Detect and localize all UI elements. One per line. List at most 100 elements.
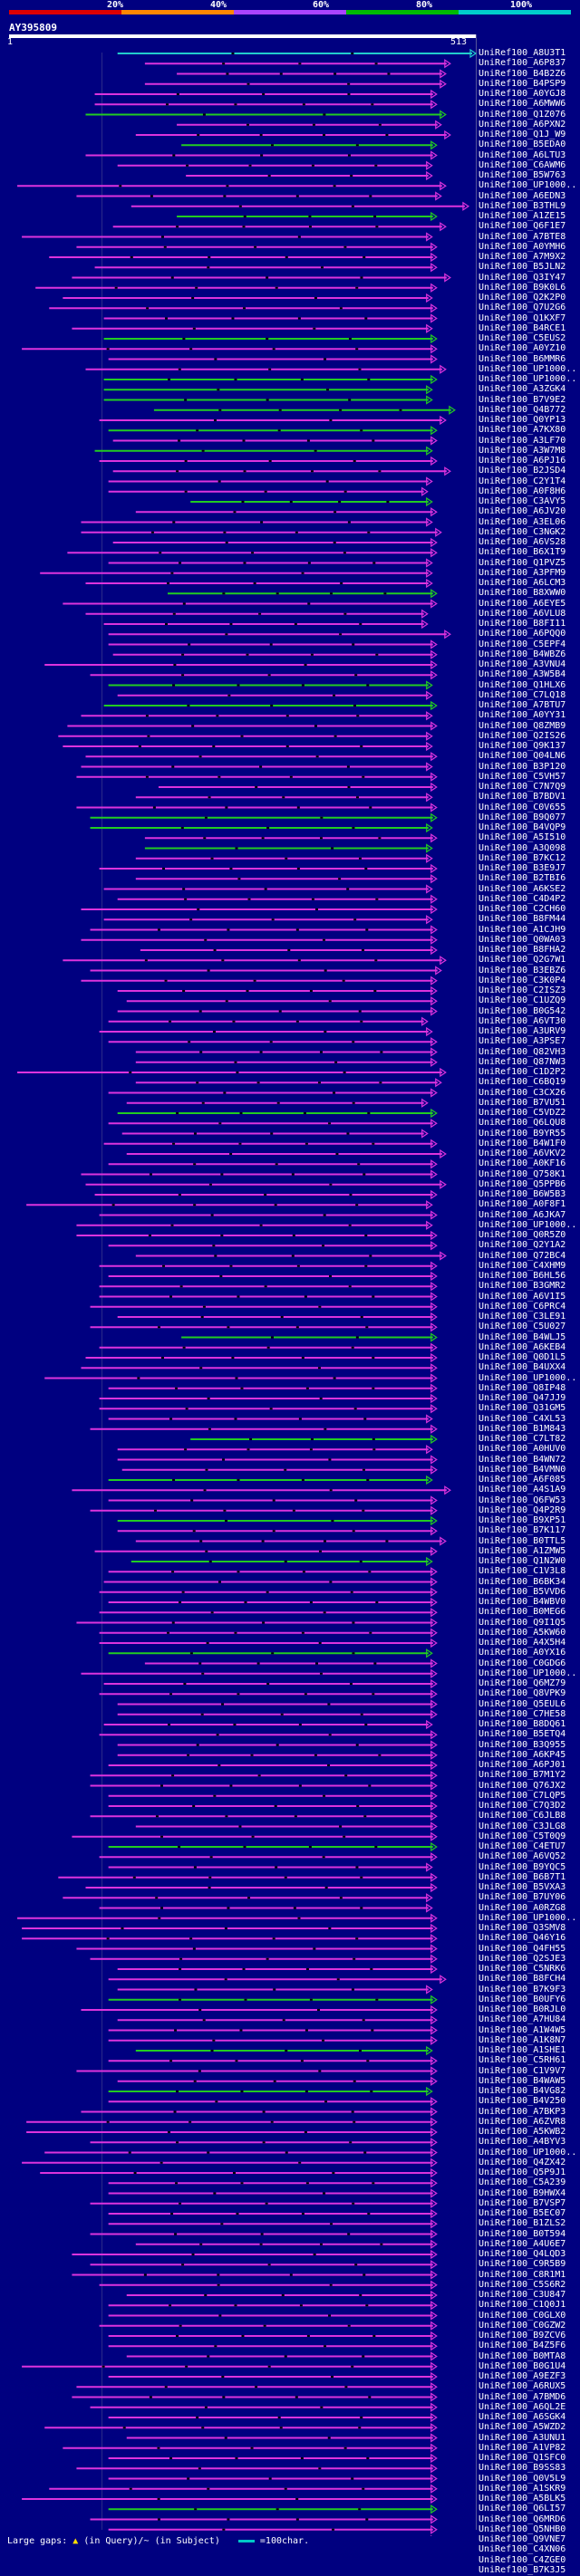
hit-label[interactable]: UniRef100_A6QL2E xyxy=(478,2401,566,2412)
hit-label[interactable]: UniRef100_B7K9F3 xyxy=(478,1984,566,1994)
hit-label[interactable]: UniRef100_B7VSP7 xyxy=(478,2197,566,2208)
hit-label[interactable]: UniRef100_B5W763 xyxy=(478,170,566,180)
hit-label[interactable]: UniRef100_B8FI11 xyxy=(478,619,566,629)
hit-label[interactable]: UniRef100_B7KC12 xyxy=(478,852,566,863)
hit-label[interactable]: UniRef100_Q4P2R9 xyxy=(478,1504,566,1515)
hit-label[interactable]: UniRef100_A6VKV2 xyxy=(478,1149,566,1158)
hit-label[interactable]: UniRef100_B9XP51 xyxy=(478,1515,566,1525)
hit-label[interactable]: UniRef100_A0YY31 xyxy=(478,710,566,721)
hit-label[interactable]: UniRef100_A6RUX5 xyxy=(478,2381,566,2392)
hit-label[interactable]: UniRef100_B6HL56 xyxy=(478,1271,566,1281)
hit-label[interactable]: UniRef100_C5NRK6 xyxy=(478,1964,566,1974)
hit-label[interactable]: UniRef100_A1ZE15 xyxy=(478,211,566,221)
hit-label[interactable]: UniRef100_B8FHA2 xyxy=(478,945,566,955)
hit-label[interactable]: UniRef100_C1UZQ9 xyxy=(478,995,566,1006)
hit-label[interactable]: UniRef100_A6VQ52 xyxy=(478,1851,566,1862)
hit-label[interactable]: UniRef100_UP1000.. xyxy=(478,363,577,374)
hit-label[interactable]: UniRef100_Q5EUL6 xyxy=(478,1698,566,1709)
hit-label[interactable]: UniRef100_B4VQP9 xyxy=(478,822,566,832)
hit-label[interactable]: UniRef100_Q8ZMB9 xyxy=(478,720,566,731)
hit-label[interactable]: UniRef100_B3Q955 xyxy=(478,1739,566,1750)
hit-label[interactable]: UniRef100_B1M843 xyxy=(478,1423,566,1434)
hit-label[interactable]: UniRef100_C4XL53 xyxy=(478,1413,566,1424)
hit-label[interactable]: UniRef100_C6JLB8 xyxy=(478,1811,566,1821)
hit-label[interactable]: UniRef100_A7BKP3 xyxy=(478,2106,566,2117)
hit-label[interactable]: UniRef100_A6EYE5 xyxy=(478,598,566,609)
hit-label[interactable]: UniRef100_UP1000.. xyxy=(478,2147,577,2158)
hit-label[interactable]: UniRef100_A6PJ01 xyxy=(478,1760,566,1770)
hit-label[interactable]: UniRef100_Q6MRD6 xyxy=(478,2514,566,2524)
hit-label[interactable]: UniRef100_A7M9X2 xyxy=(478,252,566,262)
hit-label[interactable]: UniRef100_B7V9E2 xyxy=(478,394,566,405)
hit-label[interactable]: UniRef100_B0MTA8 xyxy=(478,2350,566,2361)
hit-label[interactable]: UniRef100_Q5P9J1 xyxy=(478,2167,566,2177)
hit-label[interactable]: UniRef100_C5U027 xyxy=(478,1322,566,1332)
hit-label[interactable]: UniRef100_A5KWB2 xyxy=(478,2127,566,2137)
hit-label[interactable]: UniRef100_Q5PPB6 xyxy=(478,1178,566,1189)
hit-label[interactable]: UniRef100_B2TBI6 xyxy=(478,873,566,884)
hit-label[interactable]: UniRef100_C0GLX0 xyxy=(478,2310,566,2321)
hit-label[interactable]: UniRef100_C6PRC4 xyxy=(478,1301,566,1312)
hit-label[interactable]: UniRef100_B7M1Y2 xyxy=(478,1770,566,1781)
hit-label[interactable]: UniRef100_A6P837 xyxy=(478,58,566,69)
hit-label[interactable]: UniRef100_A0F8F1 xyxy=(478,1199,566,1210)
hit-label[interactable]: UniRef100_UP1000.. xyxy=(478,1372,577,1383)
hit-label[interactable]: UniRef100_B4WBV0 xyxy=(478,1597,566,1607)
hit-label[interactable]: UniRef100_B8FCH4 xyxy=(478,1974,566,1985)
hit-label[interactable]: UniRef100_A0HUV0 xyxy=(478,1444,566,1455)
hit-label[interactable]: UniRef100_A5I510 xyxy=(478,832,566,843)
hit-label[interactable]: UniRef100_Q6LQU8 xyxy=(478,1118,566,1129)
hit-label[interactable]: UniRef100_A6V1I5 xyxy=(478,1291,566,1302)
hit-label[interactable]: UniRef100_Q0WA03 xyxy=(478,934,566,945)
hit-label[interactable]: UniRef100_C3U847 xyxy=(478,2290,566,2300)
hit-label[interactable]: UniRef100_B5JLN2 xyxy=(478,262,566,273)
hit-label[interactable]: UniRef100_B4V250 xyxy=(478,2096,566,2107)
hit-label[interactable]: UniRef100_B9ZCV6 xyxy=(478,2331,566,2341)
hit-label[interactable]: UniRef100_A6PQQ0 xyxy=(478,629,566,639)
hit-label[interactable]: UniRef100_C3NGK2 xyxy=(478,526,566,537)
hit-label[interactable]: UniRef100_B0TTL5 xyxy=(478,1535,566,1546)
hit-label[interactable]: UniRef100_B0T594 xyxy=(478,2228,566,2239)
hit-label[interactable]: UniRef100_B7VU51 xyxy=(478,1097,566,1108)
hit-label[interactable]: UniRef100_Q8IP48 xyxy=(478,1382,566,1393)
hit-label[interactable]: UniRef100_B4W1F0 xyxy=(478,1138,566,1149)
hit-label[interactable]: UniRef100_C1Q0J1 xyxy=(478,2300,566,2311)
hit-label[interactable]: UniRef100_A6VS28 xyxy=(478,537,566,547)
hit-label[interactable]: UniRef100_Q1HLX6 xyxy=(478,679,566,690)
hit-label[interactable]: UniRef100_Q4ZX42 xyxy=(478,2157,566,2167)
hit-label[interactable]: UniRef100_Q0R5Z0 xyxy=(478,1230,566,1240)
hit-label[interactable]: UniRef100_A6KP45 xyxy=(478,1749,566,1760)
hit-label[interactable]: UniRef100_UP1000.. xyxy=(478,1219,577,1230)
hit-label[interactable]: UniRef100_Q6FW53 xyxy=(478,1495,566,1505)
hit-label[interactable]: UniRef100_Q2G7W1 xyxy=(478,955,566,966)
hit-label[interactable]: UniRef100_A7BTE8 xyxy=(478,231,566,242)
hit-label[interactable]: UniRef100_C4XHM9 xyxy=(478,1260,566,1271)
hit-label[interactable]: UniRef100_A1VP82 xyxy=(478,2442,566,2453)
hit-label[interactable]: UniRef100_B3EBZ6 xyxy=(478,965,566,976)
hit-label[interactable]: UniRef100_Q2Y1A2 xyxy=(478,1240,566,1251)
hit-label[interactable]: UniRef100_A0RZG8 xyxy=(478,1902,566,1913)
hit-label[interactable]: UniRef100_B7K117 xyxy=(478,1525,566,1536)
hit-label[interactable]: UniRef100_A3UNU1 xyxy=(478,2432,566,2443)
hit-label[interactable]: UniRef100_B6BK34 xyxy=(478,1576,566,1587)
hit-label[interactable]: UniRef100_C0V655 xyxy=(478,802,566,812)
hit-label[interactable]: UniRef100_B5ETQ4 xyxy=(478,1729,566,1740)
hit-label[interactable]: UniRef100_C3LE91 xyxy=(478,1312,566,1322)
hit-label[interactable]: UniRef100_A6LTU3 xyxy=(478,149,566,160)
hit-label[interactable]: UniRef100_A1SHE1 xyxy=(478,2045,566,2055)
hit-label[interactable]: UniRef100_A4X5H4 xyxy=(478,1638,566,1648)
hit-label[interactable]: UniRef100_Q5NHB0 xyxy=(478,2523,566,2534)
hit-label[interactable]: UniRef100_Q82VH3 xyxy=(478,1046,566,1057)
hit-label[interactable]: UniRef100_Q87NW3 xyxy=(478,1056,566,1067)
hit-label[interactable]: UniRef100_B9Q077 xyxy=(478,812,566,822)
hit-label[interactable]: UniRef100_B5EC07 xyxy=(478,2208,566,2218)
hit-label[interactable]: UniRef100_B3P120 xyxy=(478,761,566,772)
hit-label[interactable]: UniRef100_A1CJH9 xyxy=(478,924,566,935)
hit-label[interactable]: UniRef100_Q6MZ79 xyxy=(478,1678,566,1688)
hit-label[interactable]: UniRef100_Q0YP13 xyxy=(478,415,566,425)
hit-label[interactable]: UniRef100_A6EDN3 xyxy=(478,190,566,201)
hit-label[interactable]: UniRef100_B6W5B3 xyxy=(478,1189,566,1199)
hit-label[interactable]: UniRef100_Q8VPK9 xyxy=(478,1688,566,1699)
hit-label[interactable]: UniRef100_C2CH60 xyxy=(478,904,566,914)
hit-label[interactable]: UniRef100_Q31GM5 xyxy=(478,1403,566,1414)
